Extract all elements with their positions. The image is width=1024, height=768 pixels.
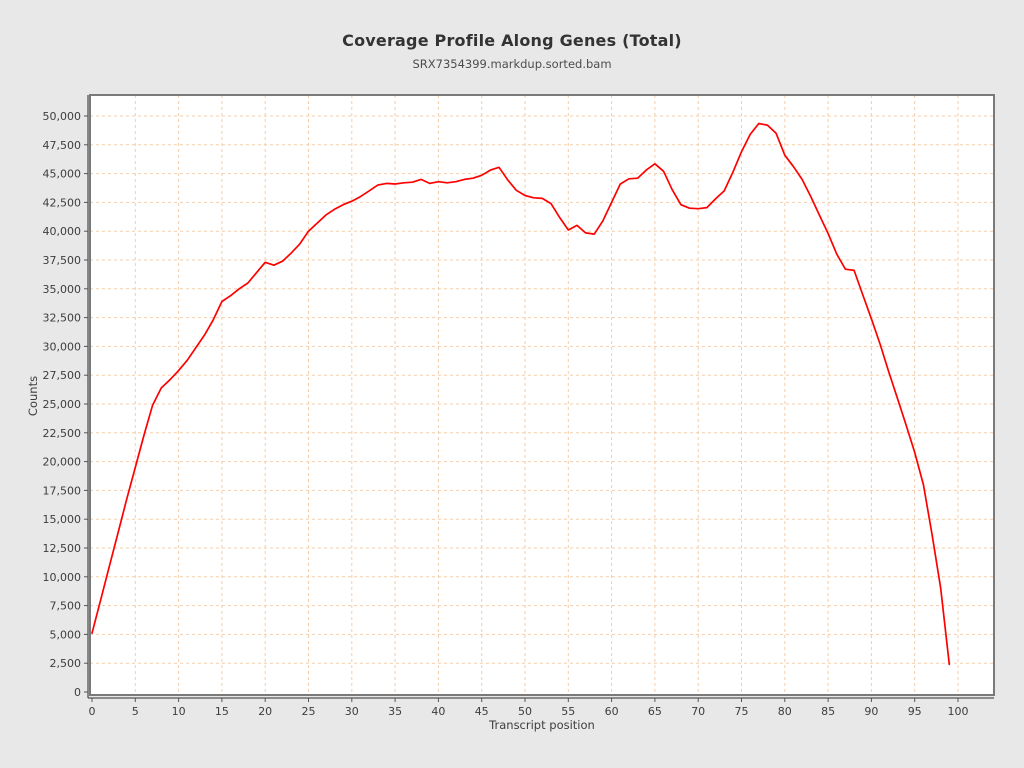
y-tick-label: 50,000	[43, 110, 82, 123]
y-tick-label: 47,500	[43, 139, 82, 152]
x-tick-label: 85	[821, 705, 835, 718]
y-tick-label: 25,000	[43, 398, 82, 411]
x-tick-label: 35	[388, 705, 402, 718]
y-tick-label: 45,000	[43, 168, 82, 181]
chart-title: Coverage Profile Along Genes (Total)	[342, 31, 682, 50]
y-tick-label: 17,500	[43, 484, 82, 497]
x-tick-label: 40	[431, 705, 445, 718]
x-tick-label: 20	[258, 705, 272, 718]
y-tick-label: 30,000	[43, 340, 82, 353]
x-tick-label: 80	[778, 705, 792, 718]
y-tick-label: 40,000	[43, 225, 82, 238]
y-tick-label: 2,500	[50, 657, 82, 670]
y-tick-label: 20,000	[43, 456, 82, 469]
y-tick-label: 35,000	[43, 283, 82, 296]
y-tick-label: 12,500	[43, 542, 82, 555]
x-tick-label: 0	[89, 705, 96, 718]
x-tick-label: 60	[605, 705, 619, 718]
x-tick-label: 5	[132, 705, 139, 718]
plot-area	[90, 95, 994, 695]
y-tick-label: 22,500	[43, 427, 82, 440]
coverage-line	[91, 122, 951, 666]
y-tick-label: 37,500	[43, 254, 82, 267]
x-tick-label: 15	[215, 705, 229, 718]
y-tick-label: 7,500	[50, 600, 82, 613]
x-tick-label: 95	[908, 705, 922, 718]
y-axis-title: Counts	[26, 376, 40, 416]
y-tick-label: 15,000	[43, 513, 82, 526]
chart-subtitle: SRX7354399.markdup.sorted.bam	[412, 57, 612, 71]
x-tick-label: 100	[948, 705, 969, 718]
x-tick-label: 65	[648, 705, 662, 718]
x-tick-label: 75	[735, 705, 749, 718]
x-axis-title: Transcript position	[488, 718, 595, 732]
y-tick-label: 5,000	[50, 628, 82, 641]
x-tick-label: 90	[864, 705, 878, 718]
x-tick-label: 45	[475, 705, 489, 718]
x-tick-label: 70	[691, 705, 705, 718]
y-tick-label: 42,500	[43, 196, 82, 209]
x-tick-label: 30	[345, 705, 359, 718]
x-tick-label: 50	[518, 705, 532, 718]
x-tick-label: 10	[172, 705, 186, 718]
plot-border	[89, 94, 995, 696]
y-tick-label: 10,000	[43, 571, 82, 584]
y-tick-label: 0	[74, 686, 81, 699]
y-tick-label: 32,500	[43, 312, 82, 325]
y-tick-label: 27,500	[43, 369, 82, 382]
x-tick-label: 55	[561, 705, 575, 718]
x-tick-label: 25	[302, 705, 316, 718]
